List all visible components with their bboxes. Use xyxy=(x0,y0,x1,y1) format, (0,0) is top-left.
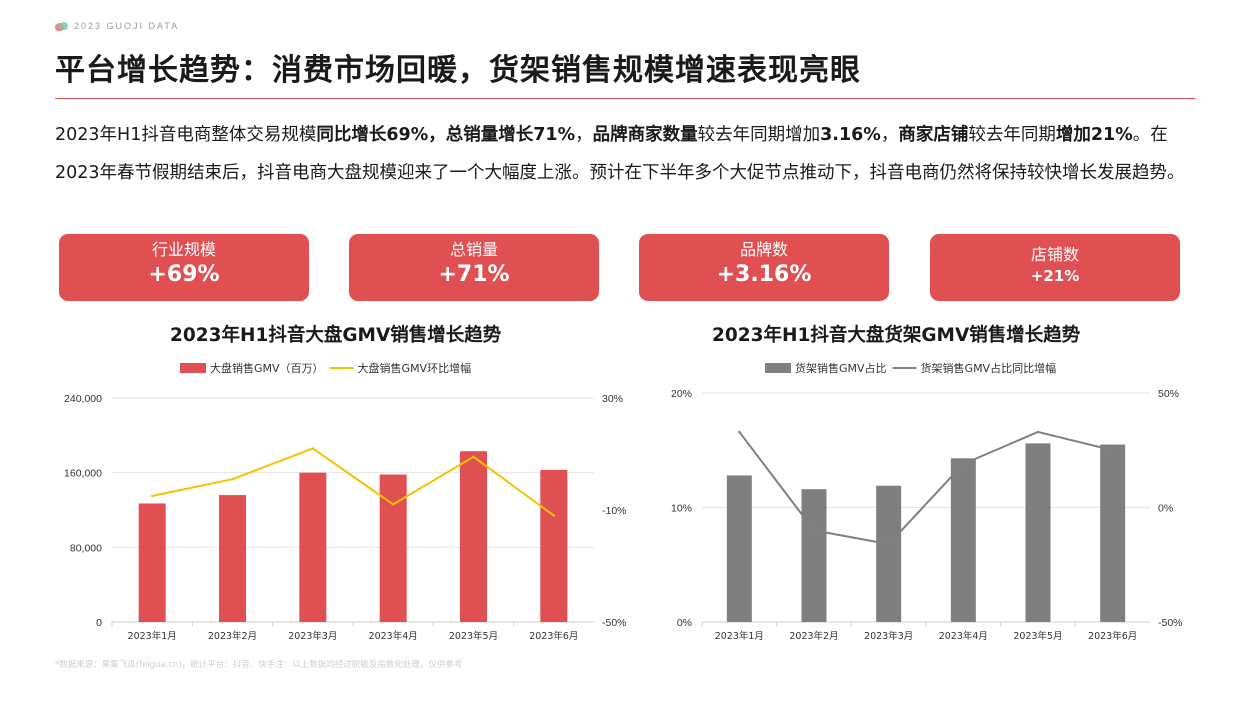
shelf-legend-label-line: 货架销售GMV占比同比增幅 xyxy=(921,361,1057,375)
gmv-line-point xyxy=(552,514,556,517)
gmv-x-tick-label: 2023年3月 xyxy=(288,630,337,642)
gmv-x-tick-label: 2023年1月 xyxy=(128,630,177,642)
gmv-line-point xyxy=(150,494,154,498)
kpi-card-industry: 行业规模 +69% xyxy=(59,234,309,301)
shelf-y-right-tick: 50% xyxy=(1158,388,1179,400)
brand-text: 2023 GUOJI DATA xyxy=(74,21,180,31)
summary-paragraph: 2023年H1抖音电商整体交易规模同比增长69%，总销量增长71%，品牌商家数量… xyxy=(55,116,1200,192)
summary-text-5: 较去年同期 xyxy=(968,125,1056,145)
shelf-line-point xyxy=(962,462,965,466)
kpi-value: +3.16% xyxy=(716,262,812,287)
summary-text-3: 较去年同期增加 xyxy=(697,125,821,145)
shelf-x-tick-label: 2023年4月 xyxy=(939,630,988,642)
shelf-line-point xyxy=(1111,449,1114,452)
shelf-y-left-tick: 20% xyxy=(671,388,692,400)
shelf-bar xyxy=(801,489,827,622)
shelf-x-tick-label: 2023年5月 xyxy=(1013,630,1062,642)
summary-bold-5: 增加21% xyxy=(1055,125,1133,145)
shelf-legend-swatch-bar xyxy=(765,363,791,373)
brand-logo-icon xyxy=(55,21,68,31)
summary-bold-3: 3.16% xyxy=(820,125,881,145)
shelf-y-left-tick: 0% xyxy=(677,617,692,629)
gmv-bar xyxy=(219,495,246,622)
summary-bold-4: 商家店铺 xyxy=(898,125,969,145)
gmv-line-point xyxy=(391,503,395,506)
shelf-legend-label-bar: 货架销售GMV占比 xyxy=(795,361,887,375)
gmv-legend-label-line: 大盘销售GMV环比增幅 xyxy=(358,361,472,375)
kpi-card-brands: 品牌数 +3.16% xyxy=(639,234,889,301)
summary-text-1: 2023年H1抖音电商整体交易规模 xyxy=(55,125,317,145)
gmv-x-tick-label: 2023年4月 xyxy=(369,630,418,642)
summary-text-6: 。在2023年春节假期结束后，抖音电商大盘规模迎来了一个大幅度上涨。预计在下半年… xyxy=(55,125,1185,183)
brand-mark: 2023 GUOJI DATA xyxy=(55,21,179,31)
kpi-value: +69% xyxy=(148,262,220,287)
shelf-y-right-tick: -50% xyxy=(1158,617,1183,629)
shelf-x-tick-label: 2023年6月 xyxy=(1088,630,1137,642)
gmv-y-left-tick: 160,000 xyxy=(64,468,102,480)
shelf-line-point xyxy=(738,430,741,434)
kpi-card-sales-volume: 总销量 +71% xyxy=(349,234,599,301)
gmv-line-point xyxy=(311,447,315,450)
page-title: 平台增长趋势：消费市场回暖，货架销售规模增速表现亮眼 xyxy=(55,53,861,88)
chart-title-shelf-gmv: 2023年H1抖音大盘货架GMV销售增长趋势 xyxy=(712,325,1081,346)
shelf-bar xyxy=(876,485,902,622)
gmv-legend-swatch-bar xyxy=(180,363,206,373)
shelf-bar xyxy=(1025,443,1051,622)
summary-bold-2: 品牌商家数量 xyxy=(592,125,698,145)
shelf-x-tick-label: 2023年1月 xyxy=(715,630,764,642)
shelf-line-series xyxy=(738,430,1113,546)
summary-bold-1: 同比增长69%，总销量增长71% xyxy=(316,125,576,145)
gmv-y-left-tick: 240,000 xyxy=(64,393,102,405)
kpi-value: +21% xyxy=(1030,267,1080,285)
shelf-x-tick-label: 2023年2月 xyxy=(789,630,838,642)
gmv-y-left-tick: 0 xyxy=(96,617,102,629)
gmv-y-right-tick: 30% xyxy=(602,393,623,405)
kpi-label: 总销量 xyxy=(449,240,498,259)
gmv-x-tick-label: 2023年6月 xyxy=(529,630,578,642)
shelf-y-left-tick: 10% xyxy=(671,503,692,515)
summary-text-2: ， xyxy=(575,125,593,145)
gmv-bar xyxy=(540,469,568,622)
shelf-line-point xyxy=(812,529,816,532)
kpi-label: 店铺数 xyxy=(1030,245,1079,264)
gmv-line-point xyxy=(472,455,475,458)
shelf-line-point xyxy=(887,542,890,546)
gmv-y-right-tick: -50% xyxy=(602,617,627,629)
chart-title-gmv: 2023年H1抖音大盘GMV销售增长趋势 xyxy=(170,325,502,346)
shelf-bar xyxy=(950,458,976,622)
kpi-label: 品牌数 xyxy=(739,240,788,259)
data-source-footnote: *数据来源：果集飞瓜(feigua.cn)，统计平台：抖音、快手注：以上数据均经… xyxy=(55,660,463,670)
gmv-bar xyxy=(138,503,166,622)
shelf-line-point xyxy=(1036,430,1040,434)
shelf-bar xyxy=(726,475,752,622)
shelf-x-tick-label: 2023年3月 xyxy=(864,630,913,642)
gmv-x-tick-label: 2023年2月 xyxy=(208,630,257,642)
gmv-bar xyxy=(460,451,487,622)
kpi-card-stores: 店铺数 +21% xyxy=(930,234,1180,301)
summary-text-4: ， xyxy=(880,125,899,145)
title-divider xyxy=(55,98,1195,99)
gmv-line-series xyxy=(151,447,555,517)
gmv-y-right-tick: -10% xyxy=(602,505,627,517)
shelf-y-right-tick: 0% xyxy=(1158,503,1173,515)
gmv-legend-label-bar: 大盘销售GMV（百万） xyxy=(210,361,324,375)
gmv-x-tick-label: 2023年5月 xyxy=(449,630,498,642)
gmv-y-left-tick: 80,000 xyxy=(70,542,102,554)
gmv-bar xyxy=(299,472,327,622)
kpi-value: +71% xyxy=(438,262,510,287)
gmv-line-point xyxy=(231,478,234,481)
kpi-label: 行业规模 xyxy=(151,240,216,259)
shelf-bar xyxy=(1100,444,1126,622)
